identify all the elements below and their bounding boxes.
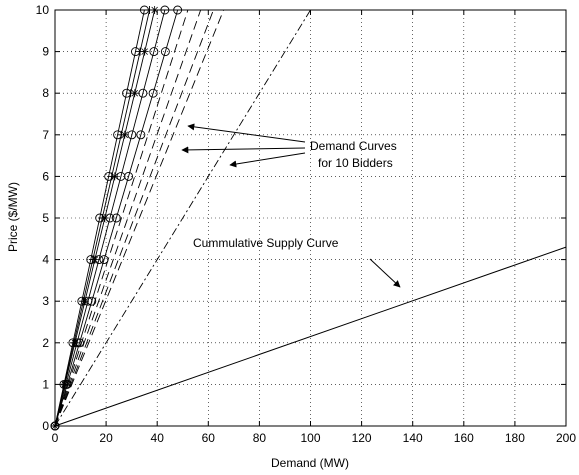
y-tick-label: 5 bbox=[42, 211, 49, 225]
series-marker bbox=[138, 88, 148, 98]
series-marker bbox=[100, 214, 109, 222]
grid-lines bbox=[55, 10, 566, 426]
x-tick-label: 40 bbox=[151, 431, 165, 445]
annotation-arrow bbox=[187, 123, 306, 143]
y-tick-label: 8 bbox=[42, 86, 49, 100]
y-tick-label: 0 bbox=[42, 419, 49, 433]
y-axis-title: Price ($/MW) bbox=[6, 182, 20, 252]
series-marker bbox=[140, 47, 149, 56]
y-tick-label: 10 bbox=[36, 3, 50, 17]
demand-curve-9 bbox=[54, 9, 225, 427]
y-tick-label: 1 bbox=[42, 377, 49, 391]
series-marker bbox=[60, 380, 69, 389]
demand-curves-label: Demand Curves bbox=[310, 139, 397, 153]
x-tick-label: 60 bbox=[202, 431, 216, 445]
axis-ticks: 0 20 40 60 80 100 120 140 160 180 200 0 1 2 3 4 5 6 7 8 9 10 bbox=[36, 3, 577, 445]
series-marker bbox=[130, 89, 139, 98]
annotations: Demand Curves for 10 Bidders Cummulative… bbox=[181, 123, 401, 288]
y-tick-label: 2 bbox=[42, 336, 49, 350]
y-tick-label: 4 bbox=[42, 253, 49, 267]
annotation-arrow bbox=[181, 146, 306, 154]
series-marker bbox=[80, 297, 89, 306]
series-marker bbox=[148, 88, 158, 98]
demand-curve-line bbox=[54, 9, 202, 427]
series-marker bbox=[94, 255, 104, 265]
for-10-bidders-label: for 10 Bidders bbox=[318, 156, 393, 170]
series-marker bbox=[136, 130, 146, 140]
demand-curve-line bbox=[54, 9, 166, 427]
y-tick-label: 6 bbox=[42, 169, 49, 183]
demand-curve-line bbox=[54, 9, 311, 427]
x-tick-label: 80 bbox=[253, 431, 267, 445]
x-tick-label: 160 bbox=[454, 431, 474, 445]
x-tick-label: 200 bbox=[556, 431, 576, 445]
y-tick-label: 9 bbox=[42, 45, 49, 59]
series-marker bbox=[120, 130, 129, 139]
demand-curve-line bbox=[54, 9, 189, 427]
demand-curve-line bbox=[54, 9, 225, 427]
x-tick-label: 140 bbox=[403, 431, 423, 445]
series-marker bbox=[111, 213, 121, 223]
demand-curve-10 bbox=[54, 9, 311, 427]
x-axis-title: Demand (MW) bbox=[271, 456, 349, 470]
demand-curve-6 bbox=[54, 9, 189, 427]
annotation-arrow bbox=[369, 258, 401, 288]
x-tick-label: 100 bbox=[300, 431, 320, 445]
series-marker bbox=[124, 171, 134, 181]
x-tick-label: 180 bbox=[505, 431, 525, 445]
demand-curve-7 bbox=[54, 9, 202, 427]
series-marker bbox=[87, 296, 97, 306]
y-tick-label: 3 bbox=[42, 294, 49, 308]
x-tick-label: 0 bbox=[52, 431, 59, 445]
demand-curve-line bbox=[54, 9, 214, 427]
series-marker bbox=[149, 47, 159, 57]
x-tick-label: 20 bbox=[99, 431, 113, 445]
y-tick-label: 7 bbox=[42, 128, 49, 142]
annotation-arrow bbox=[229, 152, 306, 168]
series-marker bbox=[160, 47, 170, 57]
series-marker bbox=[105, 213, 115, 223]
series-marker bbox=[75, 338, 84, 348]
demand-curve-8 bbox=[54, 9, 214, 427]
series-layer bbox=[50, 5, 567, 431]
demand-curve-line bbox=[54, 9, 179, 427]
series-marker bbox=[110, 172, 119, 181]
supply-curve-label: Cummulative Supply Curve bbox=[193, 236, 339, 250]
series-marker bbox=[127, 130, 137, 140]
supply-curve-line bbox=[54, 246, 567, 427]
series-marker bbox=[70, 338, 79, 347]
series-marker bbox=[72, 338, 82, 348]
x-tick-label: 120 bbox=[352, 431, 372, 445]
